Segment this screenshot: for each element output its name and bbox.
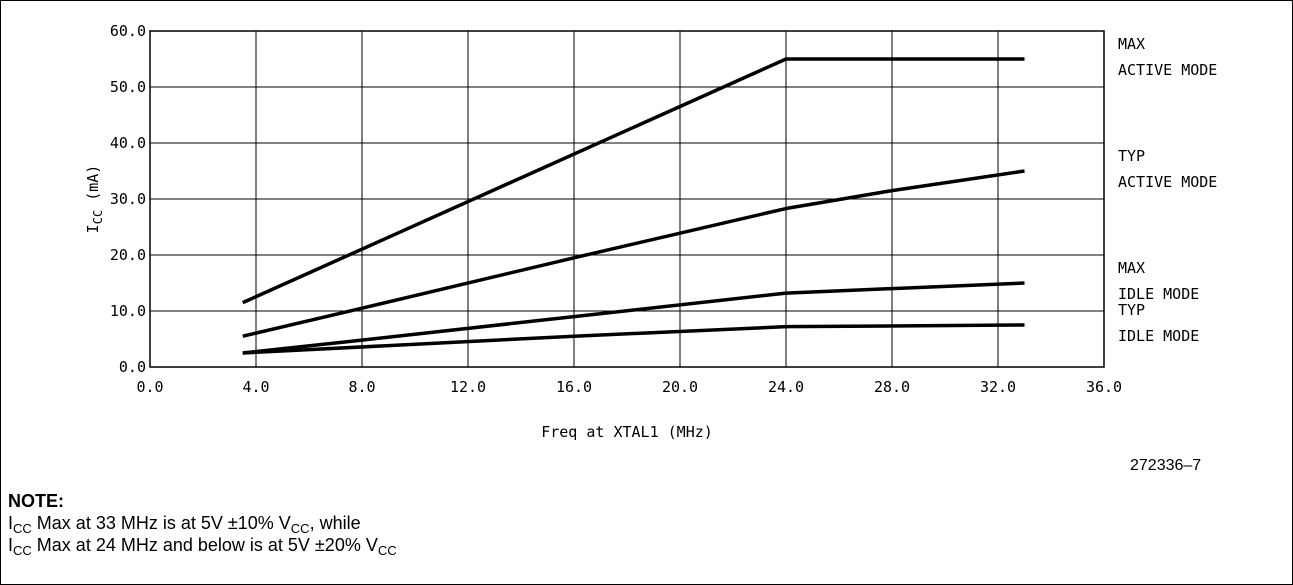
x-tick-label: 28.0 [874,378,910,396]
y-tick-label: 50.0 [110,78,146,96]
x-tick-label: 4.0 [242,378,269,396]
note-block: NOTE: ICC Max at 33 MHz is at 5V ±10% VC… [8,490,397,558]
series-label-line: IDLE MODE [1118,327,1199,345]
series-line [242,57,1025,305]
plot-area [149,30,1105,368]
y-tick-label: 60.0 [110,22,146,40]
x-tick-label: 0.0 [136,378,163,396]
series-label-line: TYP [1118,301,1145,319]
series-label-line: IDLE MODE [1118,285,1199,303]
x-tick-label: 20.0 [662,378,698,396]
x-tick-label: 12.0 [450,378,486,396]
series-label-line: ACTIVE MODE [1118,61,1217,79]
series-label-line: MAX [1118,259,1145,277]
y-tick-label: 0.0 [119,358,146,376]
note-line-2: ICC Max at 24 MHz and below is at 5V ±20… [8,535,397,558]
figure-id: 272336–7 [1130,457,1202,474]
series-label: MAX IDLE MODE [1118,259,1199,303]
x-tick-labels: 0.0 4.0 8.0 12.0 16.0 20.0 24.0 28.0 32.0 36.0 [136,378,1122,396]
x-tick-label: 16.0 [556,378,592,396]
series-label: MAX ACTIVE MODE [1118,35,1217,79]
series-line [242,323,1025,355]
x-tick-label: 32.0 [980,378,1016,396]
series-lines [242,57,1025,355]
x-tick-label: 8.0 [348,378,375,396]
note-line-1: ICC Max at 33 MHz is at 5V ±10% VCC, whi… [8,513,361,536]
y-tick-label: 30.0 [110,190,146,208]
series-line [242,169,1025,338]
y-tick-labels: 0.0 10.0 20.0 30.0 40.0 50.0 60.0 [110,22,146,376]
plot-border [149,30,1105,368]
series-label-line: MAX [1118,35,1145,53]
y-label-main: I [84,224,102,233]
x-axis-label: Freq at XTAL1 (MHz) [541,423,713,441]
y-label-sub: CC [91,210,105,224]
series-line [242,281,1025,355]
x-tick-label: 36.0 [1086,378,1122,396]
y-label-unit: (mA) [84,165,102,210]
x-tick-label: 24.0 [768,378,804,396]
y-tick-label: 20.0 [110,246,146,264]
series-label-line: TYP [1118,147,1145,165]
y-tick-label: 10.0 [110,302,146,320]
series-label-line: ACTIVE MODE [1118,173,1217,191]
chart-grid [149,30,1105,368]
series-label: TYP IDLE MODE [1118,301,1199,345]
y-axis-label: ICC (mA) [84,165,105,234]
chart: 0.0 4.0 8.0 12.0 16.0 20.0 24.0 28.0 32.0 36.0 0.… [84,22,1217,441]
series-label: TYP ACTIVE MODE [1118,147,1217,191]
note-heading: NOTE: [8,491,64,511]
series-labels: MAX ACTIVE MODE TYP ACTIVE MODE MAX IDLE MODE… [1118,35,1217,345]
y-tick-label: 40.0 [110,134,146,152]
